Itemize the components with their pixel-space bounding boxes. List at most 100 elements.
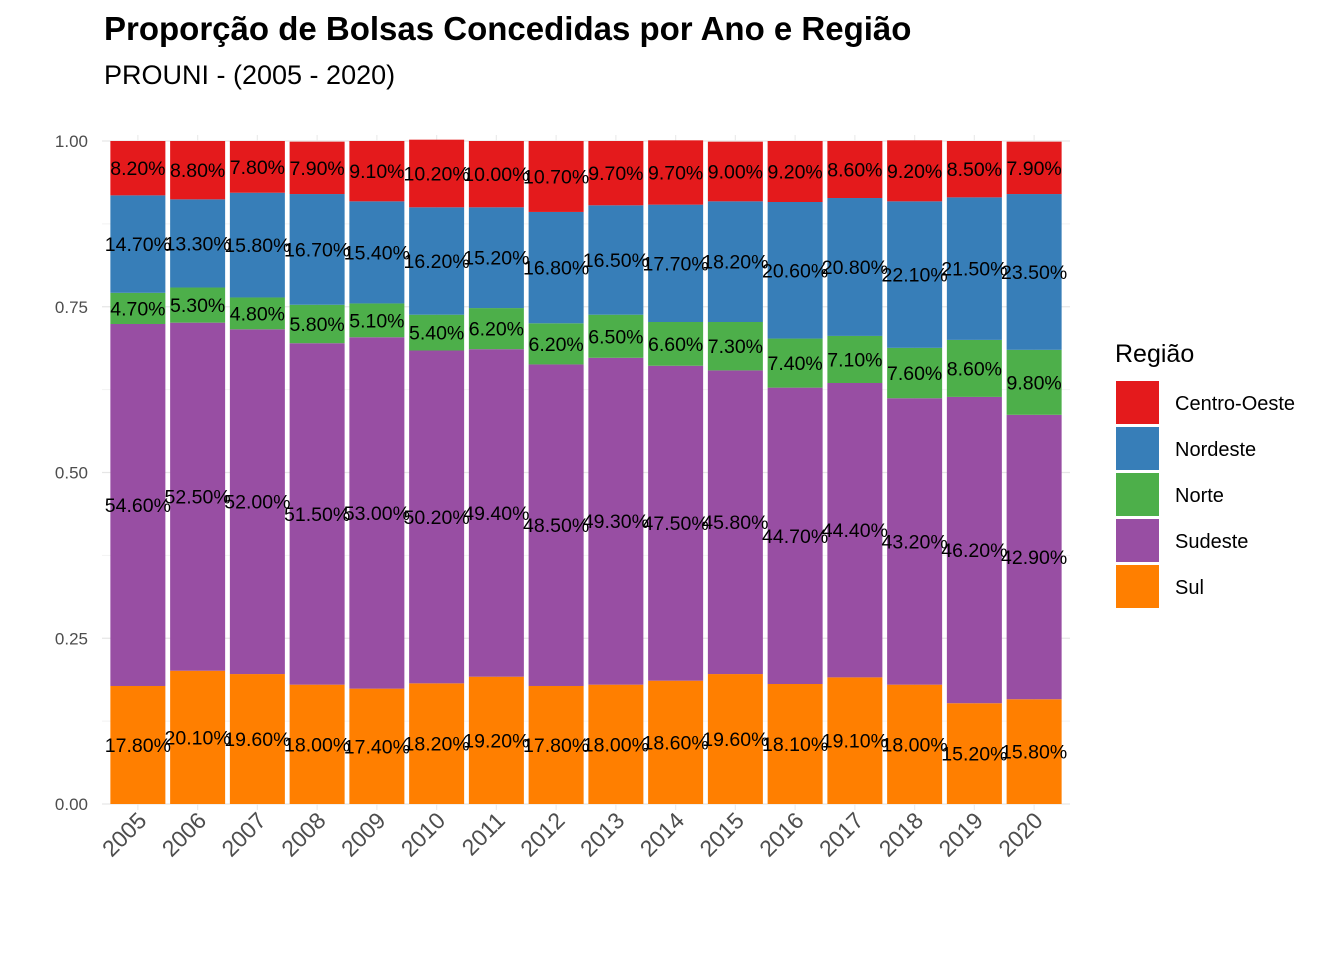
bar-nordeste-2007 bbox=[229, 192, 285, 298]
data-label-sul-2016: 18.10% bbox=[762, 734, 828, 756]
data-label-nordeste-2019: 21.50% bbox=[941, 259, 1007, 281]
y-tick-label: 0.50 bbox=[55, 464, 88, 483]
x-tick-label-2020: 2020 bbox=[993, 807, 1048, 862]
legend-label-norte: Norte bbox=[1175, 485, 1224, 507]
y-tick-label: 0.75 bbox=[55, 298, 88, 317]
x-tick-label-2016: 2016 bbox=[754, 807, 809, 862]
bar-sudeste-2018 bbox=[887, 398, 943, 685]
bar-sul-2013 bbox=[588, 684, 644, 804]
data-label-nordeste-2020: 23.50% bbox=[1001, 262, 1067, 284]
bar-centro-oeste-2013 bbox=[588, 141, 644, 206]
data-label-sudeste-2006: 52.50% bbox=[165, 487, 231, 509]
data-label-centro-oeste-2011: 10.00% bbox=[463, 164, 529, 186]
data-label-sudeste-2007: 52.00% bbox=[224, 492, 290, 514]
bar-sudeste-2012 bbox=[528, 364, 584, 686]
chart-subtitle: PROUNI - (2005 - 2020) bbox=[104, 60, 396, 90]
data-label-centro-oeste-2014: 9.70% bbox=[648, 162, 703, 184]
data-label-sul-2017: 19.10% bbox=[822, 731, 888, 753]
bar-norte-2019 bbox=[946, 339, 1002, 397]
data-label-sudeste-2017: 44.40% bbox=[822, 520, 888, 542]
bar-centro-oeste-2006 bbox=[170, 141, 226, 200]
bar-norte-2014 bbox=[648, 321, 704, 366]
bar-sul-2016 bbox=[767, 683, 823, 804]
data-label-sul-2014: 18.60% bbox=[643, 732, 709, 754]
bar-sudeste-2006 bbox=[170, 322, 226, 671]
bars bbox=[110, 139, 1062, 804]
bar-centro-oeste-2014 bbox=[648, 140, 704, 205]
bar-sul-2009 bbox=[349, 688, 405, 804]
data-label-centro-oeste-2006: 8.80% bbox=[170, 160, 225, 182]
data-label-centro-oeste-2008: 7.90% bbox=[289, 158, 344, 180]
data-label-sudeste-2014: 47.50% bbox=[643, 513, 709, 535]
bar-norte-2011 bbox=[468, 308, 524, 350]
data-label-sudeste-2020: 42.90% bbox=[1001, 547, 1067, 569]
bar-centro-oeste-2007 bbox=[229, 141, 285, 193]
bar-centro-oeste-2005 bbox=[110, 141, 166, 196]
data-label-centro-oeste-2020: 7.90% bbox=[1006, 158, 1061, 180]
x-tick-label-2013: 2013 bbox=[575, 807, 630, 862]
data-label-nordeste-2006: 13.30% bbox=[165, 233, 231, 255]
bar-nordeste-2006 bbox=[170, 199, 226, 288]
data-label-norte-2010: 5.40% bbox=[409, 323, 464, 345]
bar-sudeste-2016 bbox=[767, 387, 823, 684]
x-tick-label-2017: 2017 bbox=[814, 807, 869, 862]
bar-norte-2009 bbox=[349, 303, 405, 338]
bar-sudeste-2013 bbox=[588, 357, 644, 685]
data-label-norte-2009: 5.10% bbox=[349, 310, 404, 332]
bar-nordeste-2015 bbox=[707, 201, 763, 322]
data-label-sul-2007: 19.60% bbox=[224, 729, 290, 751]
data-label-centro-oeste-2007: 7.80% bbox=[230, 157, 285, 179]
data-label-norte-2012: 6.20% bbox=[528, 334, 583, 356]
bar-nordeste-2013 bbox=[588, 205, 644, 315]
legend: Região Centro-Oeste Nordeste Norte Sudeste S… bbox=[1115, 340, 1295, 608]
x-tick-label-2014: 2014 bbox=[635, 807, 690, 862]
y-tick-label: 0.00 bbox=[55, 795, 88, 814]
data-label-norte-2008: 5.80% bbox=[289, 314, 344, 336]
bar-centro-oeste-2019 bbox=[946, 141, 1002, 198]
data-label-norte-2015: 7.30% bbox=[708, 336, 763, 358]
data-label-sul-2006: 20.10% bbox=[165, 727, 231, 749]
data-label-nordeste-2008: 16.70% bbox=[284, 239, 350, 261]
bar-sul-2017 bbox=[827, 677, 883, 804]
legend-key-norte bbox=[1116, 473, 1159, 516]
data-label-centro-oeste-2016: 9.20% bbox=[767, 161, 822, 183]
y-tick-label: 0.25 bbox=[55, 629, 88, 648]
bar-norte-2010 bbox=[409, 314, 465, 351]
data-label-sudeste-2013: 49.30% bbox=[583, 511, 649, 533]
bar-norte-2005 bbox=[110, 292, 166, 324]
bar-norte-2017 bbox=[827, 335, 883, 383]
data-label-sul-2010: 18.20% bbox=[404, 734, 470, 756]
bar-norte-2015 bbox=[707, 321, 763, 371]
bar-nordeste-2014 bbox=[648, 204, 704, 322]
data-label-nordeste-2018: 22.10% bbox=[882, 265, 948, 287]
legend-label-centro-oeste: Centro-Oeste bbox=[1175, 393, 1295, 415]
x-tick-label-2011: 2011 bbox=[457, 807, 510, 860]
data-label-nordeste-2009: 15.40% bbox=[344, 242, 410, 264]
legend-key-sul bbox=[1116, 565, 1159, 608]
x-tick-label-2008: 2008 bbox=[276, 807, 331, 862]
bar-nordeste-2008 bbox=[289, 194, 345, 305]
bar-centro-oeste-2016 bbox=[767, 141, 823, 202]
x-tick-label-2015: 2015 bbox=[694, 807, 749, 862]
bar-nordeste-2017 bbox=[827, 198, 883, 336]
bar-centro-oeste-2012 bbox=[528, 141, 584, 212]
data-label-nordeste-2007: 15.80% bbox=[224, 235, 290, 257]
bar-sudeste-2011 bbox=[468, 349, 524, 677]
x-tick-label-2018: 2018 bbox=[874, 807, 929, 862]
legend-label-nordeste: Nordeste bbox=[1175, 439, 1256, 461]
data-label-nordeste-2013: 16.50% bbox=[583, 250, 649, 272]
bar-sul-2018 bbox=[887, 684, 943, 804]
bar-sudeste-2005 bbox=[110, 323, 166, 686]
data-label-nordeste-2014: 17.70% bbox=[643, 253, 709, 275]
legend-label-sudeste: Sudeste bbox=[1175, 531, 1248, 553]
bar-sul-2012 bbox=[528, 685, 584, 804]
data-label-sudeste-2005: 54.60% bbox=[105, 495, 171, 517]
data-label-norte-2007: 4.80% bbox=[230, 303, 285, 325]
data-label-norte-2016: 7.40% bbox=[767, 353, 822, 375]
data-label-norte-2005: 4.70% bbox=[110, 298, 165, 320]
bar-sudeste-2020 bbox=[1006, 414, 1062, 700]
data-label-centro-oeste-2019: 8.50% bbox=[947, 159, 1002, 181]
bar-centro-oeste-2008 bbox=[289, 141, 345, 195]
data-label-centro-oeste-2018: 9.20% bbox=[887, 161, 942, 183]
